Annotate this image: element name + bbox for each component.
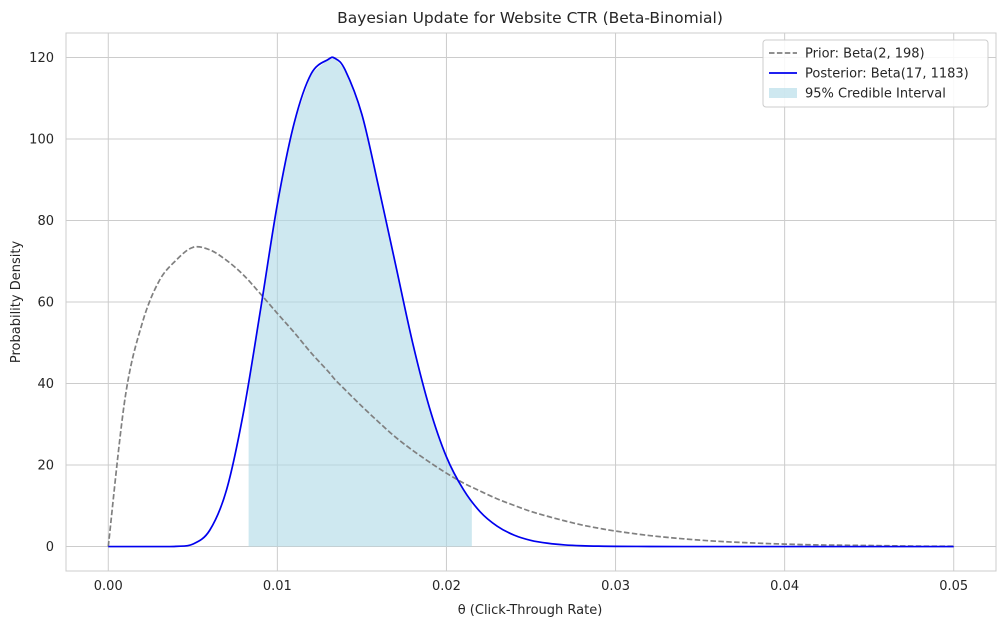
y-tick-label: 20: [37, 459, 54, 474]
credible-interval-area: [248, 58, 472, 547]
y-tick-label: 100: [29, 132, 54, 147]
posterior-line: [108, 56, 954, 548]
legend-item-posterior-label: Posterior: Beta(17, 1183): [805, 67, 969, 82]
x-tick-label: 0.05: [939, 579, 968, 594]
legend-box: [762, 39, 989, 108]
y-axis-label: Probability Density: [9, 241, 24, 364]
y-tick-label: 80: [37, 214, 54, 229]
legend-item-credible-interval-label: 95% Credible Interval: [805, 87, 946, 102]
credible-interval-fill: [248, 58, 472, 547]
x-tick-label: 0.03: [601, 579, 630, 594]
y-tick-label: 40: [37, 377, 54, 392]
series-lines: [107, 56, 954, 548]
x-tick-label: 0.02: [432, 579, 461, 594]
legend: Prior: Beta(2, 198) Posterior: Beta(17, 1…: [762, 39, 989, 108]
legend-item-credible-interval-swatch: [769, 88, 797, 98]
y-tick-label: 60: [37, 296, 54, 311]
x-tick-label: 0.00: [94, 579, 123, 594]
x-axis-label: θ (Click-Through Rate): [458, 603, 603, 618]
x-tick-label: 0.01: [263, 579, 292, 594]
y-tick-label: 120: [29, 51, 54, 66]
tick-labels: 0.00 0.01 0.02 0.03 0.04 0.05 0 20 40 60 80 100 120: [29, 51, 968, 594]
chart-title: Bayesian Update for Website CTR (Beta-Bi…: [337, 9, 723, 27]
prior-line: [107, 245, 954, 548]
y-tick-label: 0: [46, 540, 54, 555]
legend-item-prior-label: Prior: Beta(2, 198): [805, 47, 925, 62]
x-tick-label: 0.04: [770, 579, 799, 594]
